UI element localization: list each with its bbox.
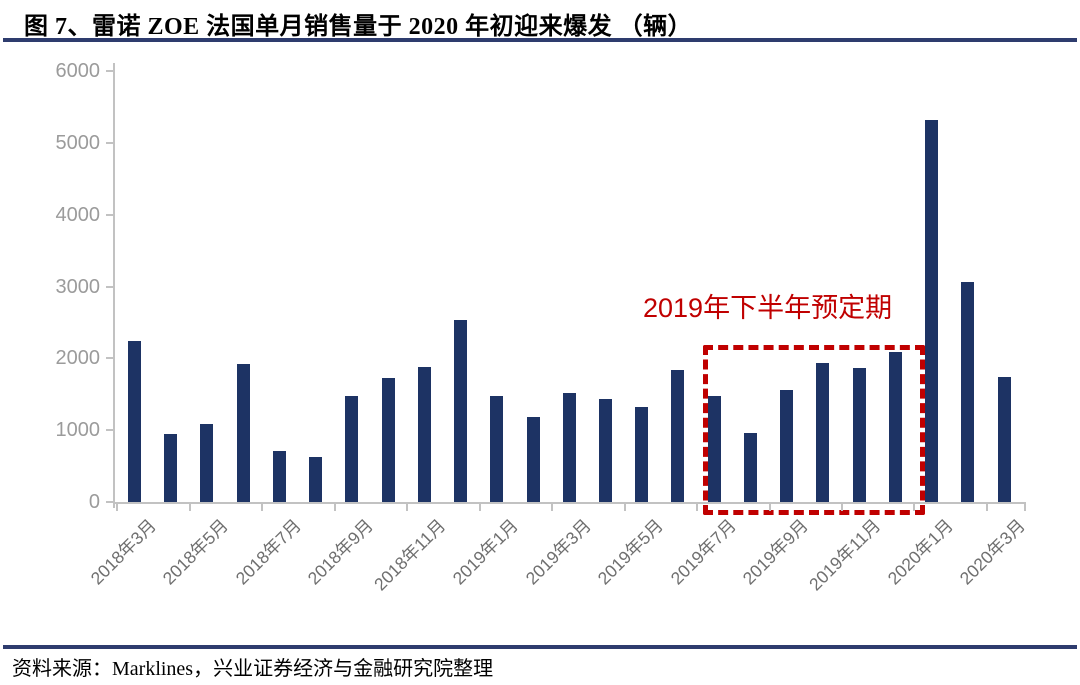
y-axis-tick <box>106 501 113 503</box>
y-axis-tick-label: 2000 <box>55 347 101 370</box>
bar <box>526 417 540 502</box>
y-axis-tick-label: 6000 <box>55 60 101 82</box>
bar <box>743 433 757 502</box>
x-axis-tick <box>841 503 843 511</box>
x-axis-tick <box>333 503 336 511</box>
bar <box>417 366 431 502</box>
bar <box>961 282 975 502</box>
y-axis-tick <box>106 213 113 216</box>
bar <box>562 392 576 502</box>
x-axis-tick <box>478 503 481 511</box>
y-axis-tick <box>106 357 113 360</box>
bar <box>236 364 250 502</box>
x-axis-tick <box>913 503 916 511</box>
x-axis-tick-label: 2018年9月 <box>303 515 378 589</box>
y-axis-tick-label: 5000 <box>55 131 101 154</box>
bar <box>128 341 141 502</box>
y-axis-tick-label: 4000 <box>55 203 101 226</box>
title-separator-line <box>3 38 1077 42</box>
bar <box>816 363 830 502</box>
bar <box>635 407 649 502</box>
y-axis-tick-label: 1000 <box>55 419 101 442</box>
x-axis-tick <box>1024 503 1026 511</box>
bar <box>200 424 214 502</box>
annotation-dashed-box <box>703 345 925 515</box>
y-axis-tick <box>106 70 113 72</box>
x-axis-tick-label: 2019年11月 <box>805 515 885 595</box>
x-axis-tick-label: 2018年5月 <box>158 515 233 589</box>
bar <box>490 395 504 502</box>
x-axis-tick <box>623 503 626 511</box>
x-axis-tick <box>406 503 409 511</box>
x-axis-tick-label: 2018年7月 <box>231 515 305 589</box>
x-axis-tick <box>696 503 699 511</box>
bar <box>925 119 939 502</box>
bar <box>671 369 685 502</box>
y-axis-tick-label: 3000 <box>55 275 101 298</box>
y-axis-tick <box>106 285 113 288</box>
x-axis-tick-label: 2019年7月 <box>666 515 740 589</box>
x-axis-tick <box>551 503 554 511</box>
y-axis-tick <box>106 141 113 144</box>
bar <box>707 395 721 502</box>
x-axis-tick-label: 2019年5月 <box>593 515 667 589</box>
bar <box>780 389 794 502</box>
y-axis-tick <box>106 429 113 432</box>
bar <box>454 319 468 502</box>
bar <box>309 457 323 502</box>
annotation-label: 2019年下半年预定期 <box>643 293 893 323</box>
x-axis-tick <box>985 503 988 511</box>
x-axis-tick-label: 2019年1月 <box>448 515 523 589</box>
y-axis-tick-label: 0 <box>88 491 100 513</box>
x-axis-tick <box>116 503 119 511</box>
bar <box>164 433 178 502</box>
bar <box>272 450 286 502</box>
source-note: 资料来源：Marklines，兴业证券经济与金融研究院整理 <box>12 658 494 680</box>
x-axis-tick-label: 2020年3月 <box>955 515 1030 589</box>
x-axis-tick-label: 2019年3月 <box>521 515 595 589</box>
x-axis-line <box>113 502 1026 504</box>
bar <box>345 396 359 502</box>
x-axis-tick <box>261 503 264 511</box>
bar <box>598 398 612 502</box>
x-axis-tick-label: 2020年1月 <box>883 515 957 589</box>
x-axis-tick-label: 2018年11月 <box>370 515 450 595</box>
x-axis-tick-label: 2018年3月 <box>86 515 160 589</box>
bar <box>888 351 902 502</box>
x-axis-tick-label: 2019年9月 <box>738 515 812 589</box>
figure-title: 图 7、雷诺 ZOE 法国单月销售量于 2020 年初迎来爆发 （辆） <box>24 14 693 40</box>
bar <box>852 368 866 502</box>
x-axis-tick <box>768 503 771 511</box>
footer-separator-line <box>3 645 1077 649</box>
bar <box>381 377 395 502</box>
y-axis-line <box>113 63 115 508</box>
x-axis-tick <box>188 503 191 511</box>
bar <box>997 377 1011 502</box>
